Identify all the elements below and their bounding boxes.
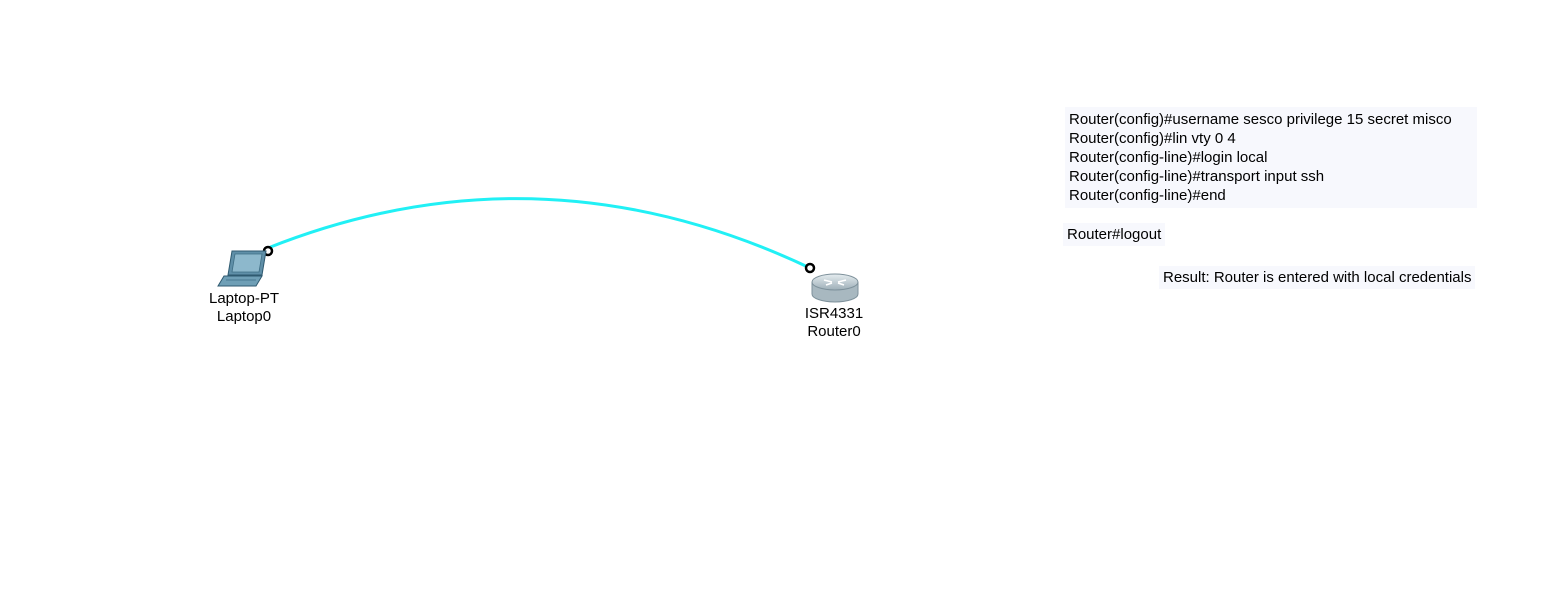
router-device[interactable] bbox=[810, 270, 860, 306]
laptop-label: Laptop-PT Laptop0 bbox=[209, 290, 279, 326]
logout-text: Router#logout bbox=[1067, 226, 1162, 243]
result-text: Result: Router is entered with local cre… bbox=[1163, 269, 1472, 286]
laptop-device[interactable] bbox=[216, 248, 272, 288]
config-line: Router(config-line)#end bbox=[1069, 187, 1226, 204]
config-line: Router(config-line)#transport input ssh bbox=[1069, 168, 1325, 185]
logout-note[interactable]: Router#logout bbox=[1063, 223, 1166, 246]
network-link[interactable] bbox=[267, 197, 811, 270]
config-line: Router(config)#username sesco privilege … bbox=[1069, 111, 1452, 128]
laptop-icon bbox=[217, 250, 267, 287]
config-note[interactable]: Router(config)#username sesco privilege … bbox=[1065, 107, 1477, 208]
router-name: Router0 bbox=[807, 323, 861, 340]
laptop-name: Laptop0 bbox=[216, 308, 272, 325]
link-endpoint-router bbox=[804, 262, 816, 274]
laptop-model: Laptop-PT bbox=[208, 290, 280, 307]
router-icon bbox=[811, 273, 859, 303]
config-line: Router(config)#lin vty 0 4 bbox=[1069, 130, 1236, 147]
router-label: ISR4331 Router0 bbox=[805, 305, 863, 341]
router-model: ISR4331 bbox=[804, 305, 864, 322]
result-note[interactable]: Result: Router is entered with local cre… bbox=[1159, 266, 1476, 289]
config-line: Router(config-line)#login local bbox=[1069, 149, 1268, 166]
